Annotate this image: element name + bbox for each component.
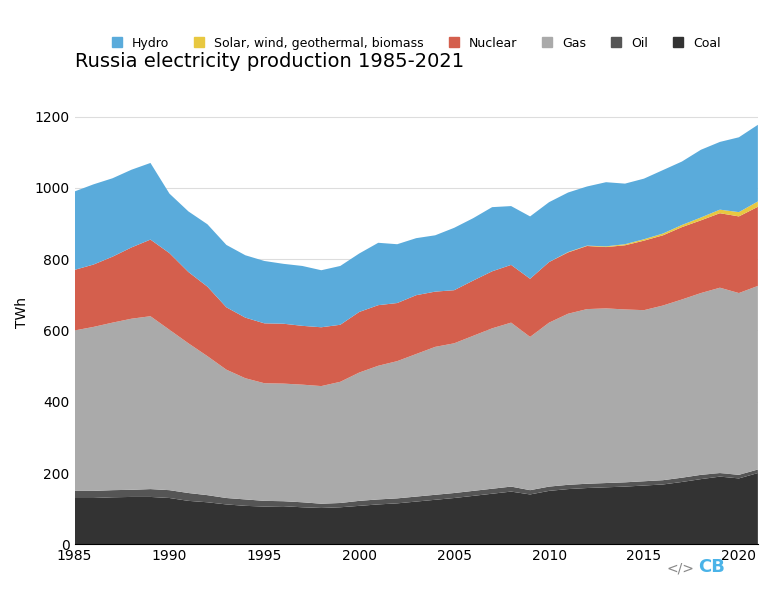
Text: CB: CB [699, 558, 725, 576]
Text: </>: </> [666, 561, 694, 575]
Text: Russia electricity production 1985-2021: Russia electricity production 1985-2021 [75, 52, 463, 71]
Legend: Hydro, Solar, wind, geothermal, biomass, Nuclear, Gas, Oil, Coal: Hydro, Solar, wind, geothermal, biomass,… [107, 32, 725, 55]
Y-axis label: TWh: TWh [15, 297, 29, 328]
